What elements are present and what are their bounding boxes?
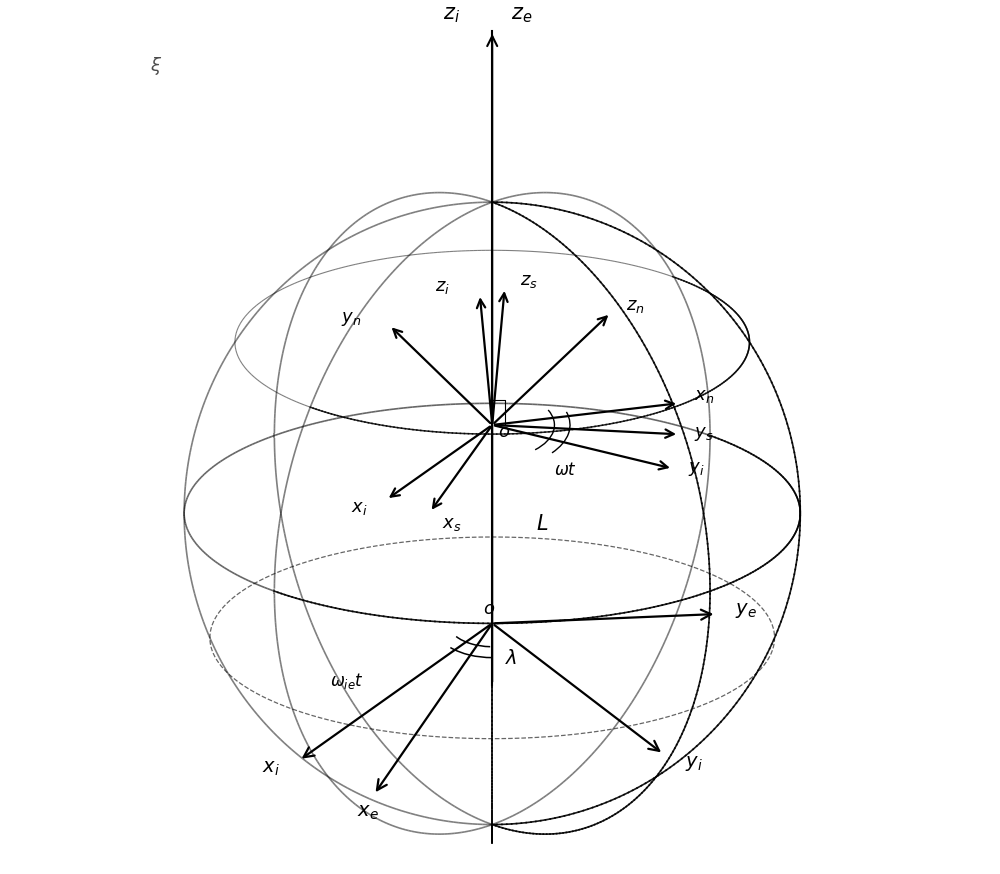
Text: $x_e$: $x_e$: [357, 802, 379, 822]
Text: $y_s$: $y_s$: [694, 426, 714, 443]
Text: $\xi$: $\xi$: [150, 55, 162, 78]
Text: $z_s$: $z_s$: [520, 272, 538, 290]
Text: $x_n$: $x_n$: [694, 387, 715, 405]
Text: $y_n$: $y_n$: [341, 310, 362, 329]
Text: $y_e$: $y_e$: [735, 601, 757, 620]
Text: $y_i$: $y_i$: [688, 460, 705, 478]
Text: $x_s$: $x_s$: [442, 515, 462, 532]
Text: $o$: $o$: [483, 600, 495, 618]
Text: $z_i$: $z_i$: [435, 278, 450, 296]
Text: $L$: $L$: [536, 515, 548, 534]
Text: $x_i$: $x_i$: [351, 499, 368, 517]
Text: $\omega t$: $\omega t$: [554, 461, 577, 479]
Text: $z_e$: $z_e$: [511, 4, 532, 24]
Text: $o$: $o$: [498, 423, 511, 441]
Text: $z_i$: $z_i$: [443, 4, 460, 24]
Text: $x_i$: $x_i$: [262, 759, 280, 778]
Text: $\omega_{ie}t$: $\omega_{ie}t$: [330, 670, 364, 690]
Text: $y_i$: $y_i$: [685, 753, 703, 773]
Text: $z_n$: $z_n$: [626, 297, 645, 315]
Text: $\lambda$: $\lambda$: [505, 649, 517, 668]
